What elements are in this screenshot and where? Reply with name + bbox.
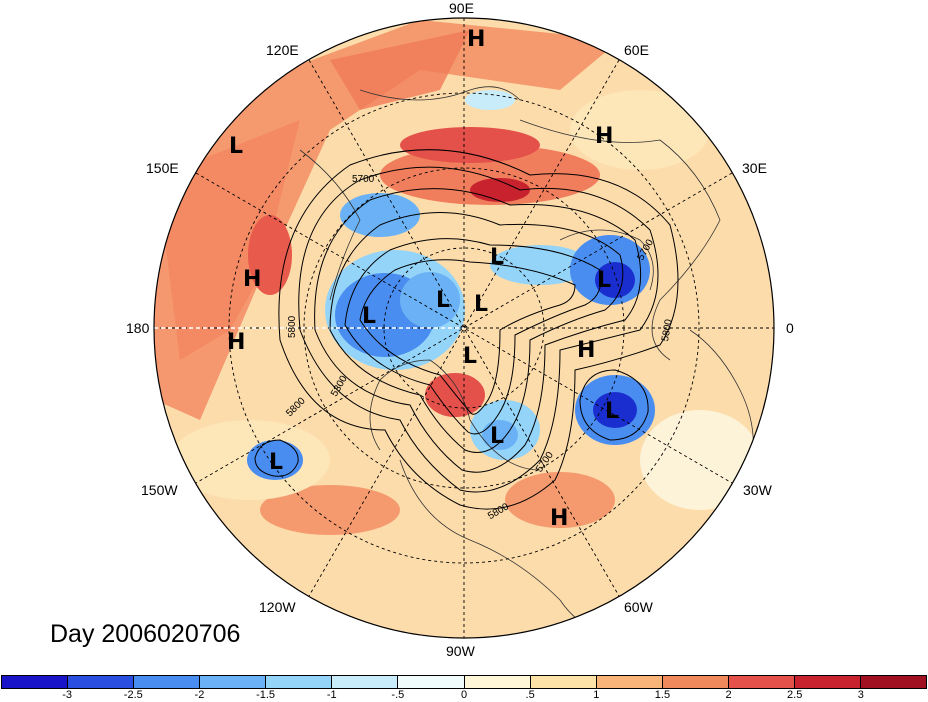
colorbar-tick-label: 3 [857, 689, 864, 701]
lon-label-60e: 60E [624, 42, 649, 58]
low-pressure-label: L [463, 344, 477, 369]
lon-label-60w: 60W [624, 599, 653, 615]
colorbar-swatch [596, 676, 663, 688]
low-pressure-label: L [436, 288, 450, 313]
low-pressure-label: L [229, 134, 243, 159]
high-pressure-label: H [550, 506, 568, 531]
colorbar-swatch [530, 676, 597, 688]
map-title: Day 2006020706 [50, 620, 241, 648]
high-pressure-label: H [577, 338, 595, 363]
colorbar-swatch [662, 676, 729, 688]
colorbar-tick-label: -.5 [391, 689, 405, 701]
lon-label-120e: 120E [266, 42, 299, 58]
colorbar-swatch [794, 676, 862, 688]
contour-label: 5700 [352, 174, 375, 185]
colorbar-swatch [266, 676, 333, 688]
colorbar-swatch [332, 676, 399, 688]
colorbar-tick-label: 2.5 [787, 689, 803, 701]
lon-label-30e: 30E [742, 160, 767, 176]
graticule [154, 18, 774, 638]
low-pressure-label: L [474, 292, 488, 317]
colorbar-swatch [200, 676, 267, 688]
high-pressure-label: H [595, 124, 613, 149]
low-pressure-label: L [605, 399, 619, 424]
colorbar-swatch [134, 676, 201, 688]
high-pressure-label: H [243, 267, 261, 292]
contour-label: 5800 [660, 318, 675, 342]
height-contours [254, 149, 679, 510]
colorbar-tick-label: -1.5 [256, 689, 276, 701]
low-pressure-label: L [597, 268, 611, 293]
colorbar-tick-label: 0 [460, 689, 468, 701]
lon-label-120w: 120W [259, 599, 296, 615]
colorbar-swatch [861, 676, 927, 688]
high-pressure-label: H [467, 27, 485, 52]
colorbar-tick-label: -1 [326, 689, 337, 701]
map-border [153, 17, 775, 639]
lon-label-90w: 90W [446, 643, 475, 659]
colorbar-tick-label: 2 [725, 689, 732, 701]
lon-label-90e: 90E [449, 0, 474, 16]
colorbar [1, 675, 927, 689]
low-pressure-label: L [269, 450, 283, 475]
colorbar-tick-label: -3 [62, 689, 73, 701]
colorbar-swatch [68, 676, 135, 688]
lon-label-150e: 150E [146, 160, 179, 176]
lon-label-150w: 150W [141, 482, 178, 498]
contour-label: 5800 [287, 315, 298, 338]
colorbar-tick-label: 1 [593, 689, 600, 701]
colorbar-swatch [398, 676, 465, 688]
high-pressure-label: H [227, 330, 245, 355]
colorbar-tick-label: -2 [194, 689, 205, 701]
low-pressure-label: L [490, 245, 504, 270]
colorbar-tick-label: -2.5 [123, 689, 143, 701]
lon-label-30w: 30W [743, 482, 772, 498]
low-pressure-label: L [490, 424, 504, 449]
lon-label-180: 180 [126, 320, 150, 336]
colorbar-tick-label: 1.5 [654, 689, 671, 701]
lon-label-0: 0 [786, 320, 794, 336]
colorbar-swatch [464, 676, 531, 688]
colorbar-swatch [2, 676, 69, 688]
colorbar-tick-label: .5 [525, 689, 535, 701]
colorbar-swatch [728, 676, 795, 688]
low-pressure-label: L [362, 304, 376, 329]
